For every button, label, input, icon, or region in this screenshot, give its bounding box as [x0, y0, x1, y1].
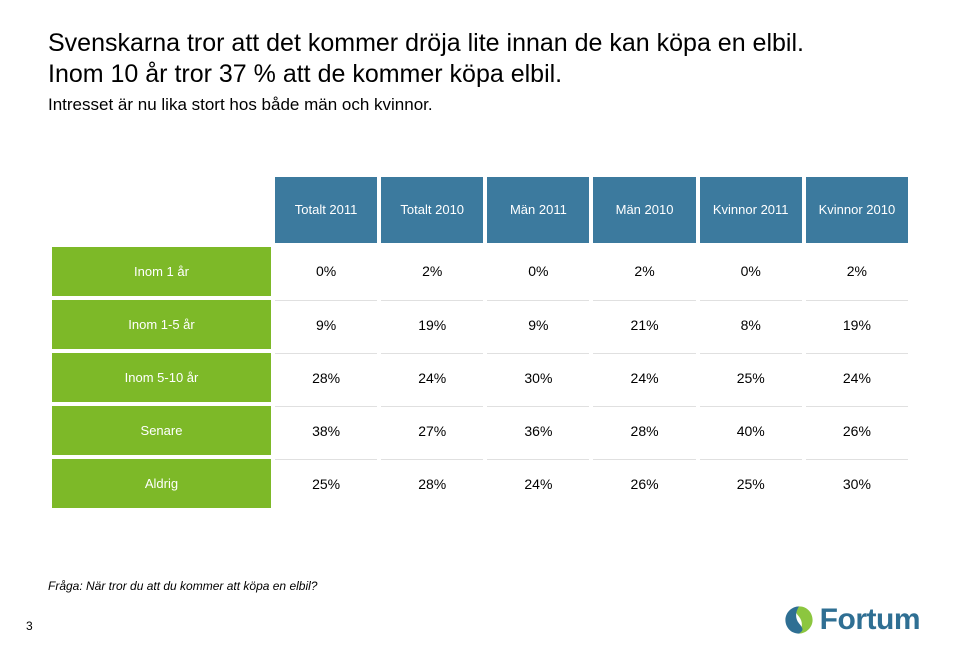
table-row: Inom 1-5 år 9% 19% 9% 21% 8% 19% [52, 300, 908, 349]
cell: 0% [700, 247, 802, 296]
row-label: Inom 1 år [52, 247, 271, 296]
cell: 19% [806, 300, 908, 349]
col-header: Män 2010 [593, 177, 695, 243]
cell: 38% [275, 406, 377, 455]
table-header-empty [52, 177, 271, 243]
col-header: Kvinnor 2010 [806, 177, 908, 243]
cell: 9% [275, 300, 377, 349]
cell: 28% [381, 459, 483, 508]
subtitle: Intresset är nu lika stort hos både män … [48, 95, 912, 115]
cell: 25% [700, 353, 802, 402]
cell: 24% [593, 353, 695, 402]
table-body: Inom 1 år 0% 2% 0% 2% 0% 2% Inom 1-5 år … [52, 247, 908, 508]
cell: 9% [487, 300, 589, 349]
table-header-row: Totalt 2011 Totalt 2010 Män 2011 Män 201… [52, 177, 908, 243]
cell: 24% [806, 353, 908, 402]
data-table-container: Totalt 2011 Totalt 2010 Män 2011 Män 201… [48, 173, 912, 512]
cell: 24% [381, 353, 483, 402]
table-row: Aldrig 25% 28% 24% 26% 25% 30% [52, 459, 908, 508]
cell: 40% [700, 406, 802, 455]
row-label: Aldrig [52, 459, 271, 508]
col-header: Totalt 2011 [275, 177, 377, 243]
cell: 30% [487, 353, 589, 402]
cell: 21% [593, 300, 695, 349]
cell: 0% [487, 247, 589, 296]
cell: 2% [381, 247, 483, 296]
cell: 8% [700, 300, 802, 349]
logo-text: Fortum [820, 603, 920, 637]
fortum-logo: Fortum [782, 603, 920, 637]
page-number: 3 [26, 619, 33, 633]
cell: 26% [806, 406, 908, 455]
footer-question: Fråga: När tror du att du kommer att köp… [48, 579, 317, 593]
cell: 24% [487, 459, 589, 508]
cell: 30% [806, 459, 908, 508]
table-row: Senare 38% 27% 36% 28% 40% 26% [52, 406, 908, 455]
cell: 27% [381, 406, 483, 455]
data-table: Totalt 2011 Totalt 2010 Män 2011 Män 201… [48, 173, 912, 512]
cell: 0% [275, 247, 377, 296]
cell: 28% [275, 353, 377, 402]
cell: 36% [487, 406, 589, 455]
cell: 2% [593, 247, 695, 296]
slide: Svenskarna tror att det kommer dröja lit… [0, 0, 960, 653]
col-header: Män 2011 [487, 177, 589, 243]
title-line-2: Inom 10 år tror 37 % att de kommer köpa … [48, 60, 562, 88]
page-title: Svenskarna tror att det kommer dröja lit… [48, 28, 912, 91]
table-row: Inom 1 år 0% 2% 0% 2% 0% 2% [52, 247, 908, 296]
cell: 2% [806, 247, 908, 296]
row-label: Inom 5-10 år [52, 353, 271, 402]
title-line-1: Svenskarna tror att det kommer dröja lit… [48, 29, 804, 57]
cell: 28% [593, 406, 695, 455]
cell: 25% [275, 459, 377, 508]
row-label: Senare [52, 406, 271, 455]
table-row: Inom 5-10 år 28% 24% 30% 24% 25% 24% [52, 353, 908, 402]
col-header: Kvinnor 2011 [700, 177, 802, 243]
cell: 19% [381, 300, 483, 349]
fortum-swirl-icon [782, 603, 816, 637]
row-label: Inom 1-5 år [52, 300, 271, 349]
cell: 26% [593, 459, 695, 508]
cell: 25% [700, 459, 802, 508]
col-header: Totalt 2010 [381, 177, 483, 243]
